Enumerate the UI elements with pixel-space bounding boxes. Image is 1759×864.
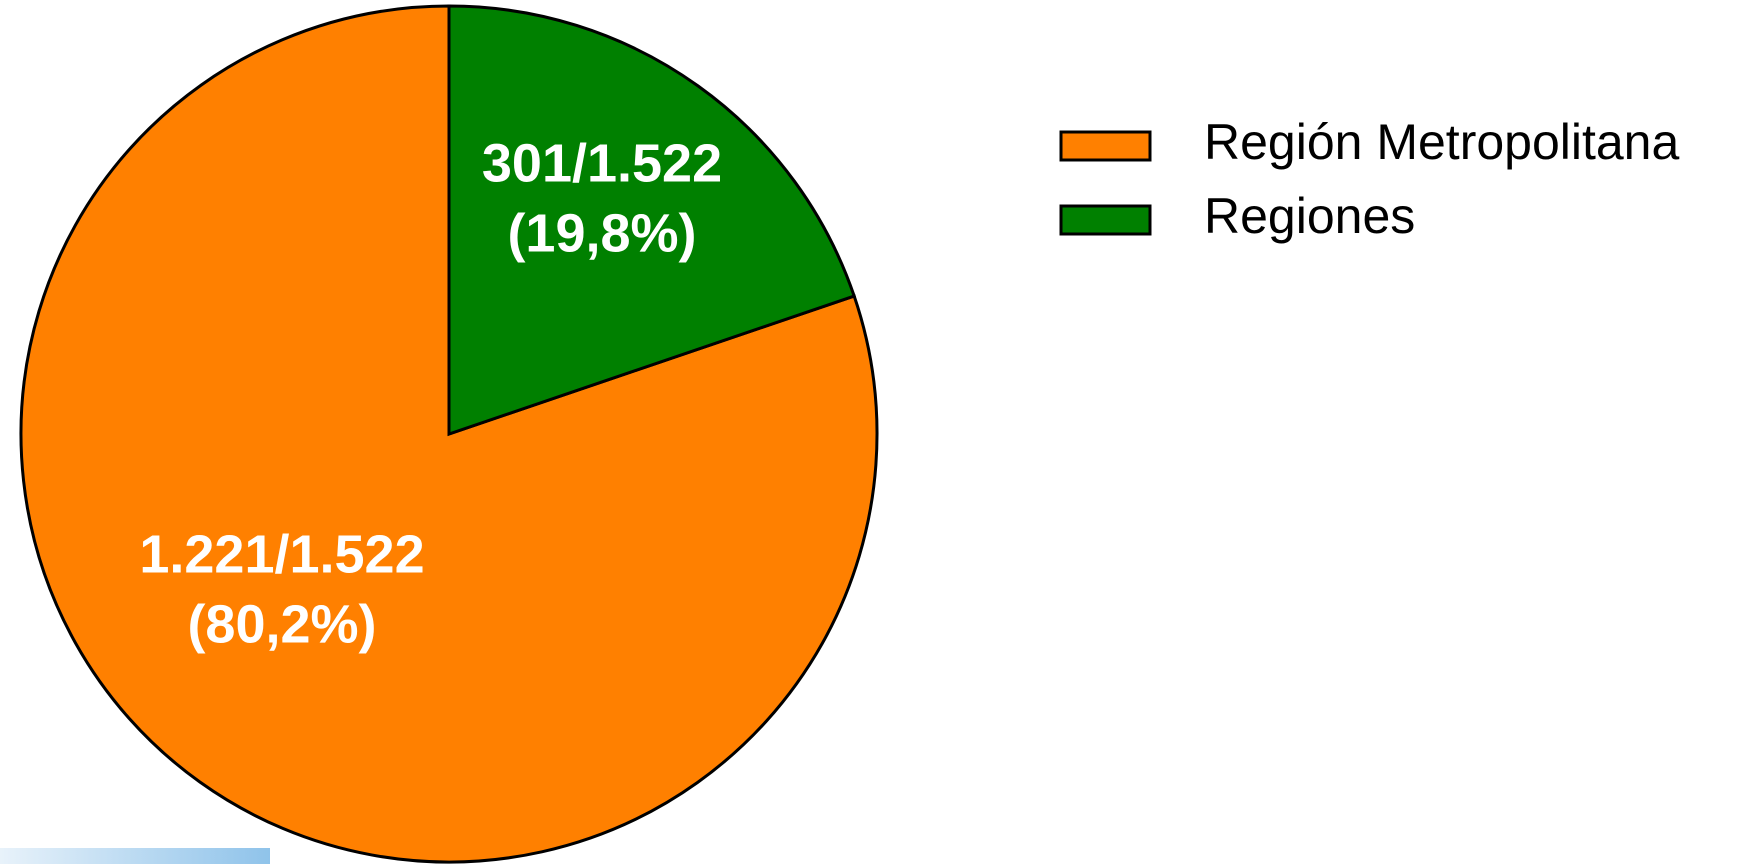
legend-swatch [1059,204,1152,236]
slice-label: 301/1.522 [482,133,722,193]
slice-percent: (80,2%) [187,594,376,654]
pie-slice [19,4,879,864]
legend-label: Regiones [1204,188,1415,244]
slice-label: 1.221/1.522 [139,524,424,584]
pie-slice [447,4,857,437]
decor-image [0,848,270,864]
legend-swatch [1059,130,1152,162]
slice-percent: (19,8%) [507,203,696,263]
legend-label: Región Metropolitana [1204,114,1679,170]
